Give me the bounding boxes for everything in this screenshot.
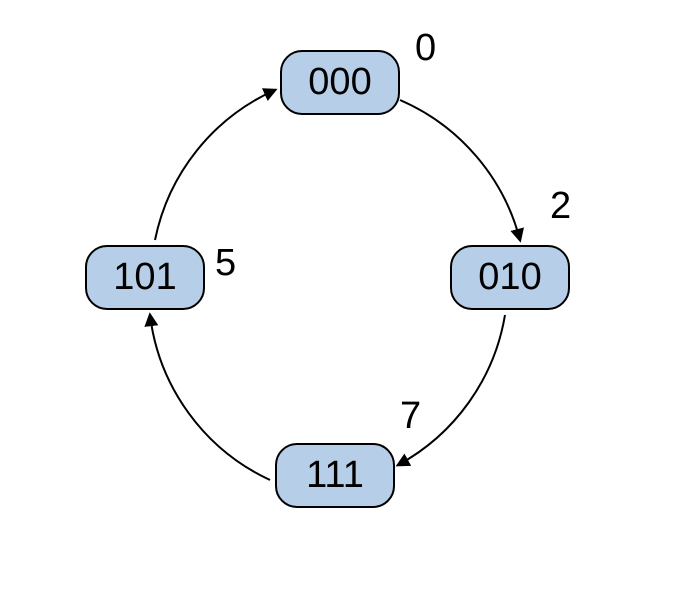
state-node-101: 101 [85, 245, 205, 310]
state-node-label: 000 [308, 61, 371, 104]
state-node-label: 111 [306, 454, 364, 497]
state-cycle-diagram: 0000010211171015 [0, 0, 693, 598]
state-node-annot-101: 5 [215, 242, 236, 285]
edge-n3-n0 [155, 90, 275, 240]
state-node-111: 111 [275, 443, 395, 508]
edge-n0-n1 [400, 100, 520, 240]
edge-n2-n3 [150, 315, 270, 480]
state-node-annot-010: 2 [550, 185, 571, 228]
state-node-label: 101 [113, 256, 176, 299]
state-node-annot-111: 7 [400, 395, 421, 438]
state-node-annot-000: 0 [415, 27, 436, 70]
edge-n1-n2 [398, 315, 505, 465]
state-node-000: 000 [280, 50, 400, 115]
state-node-label: 010 [478, 256, 541, 299]
state-node-010: 010 [450, 245, 570, 310]
